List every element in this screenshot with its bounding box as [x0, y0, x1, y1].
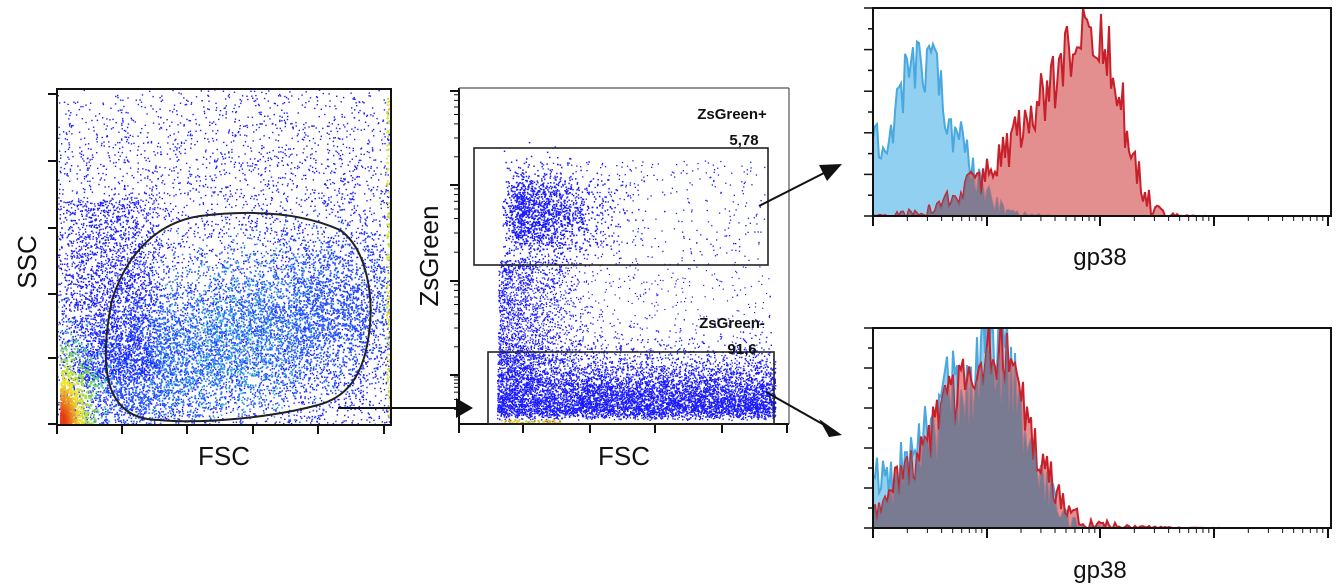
histogram-top-ticks [864, 7, 1329, 226]
gate-arrow-neg [765, 391, 842, 437]
density-plot-1: FSC SSC [12, 88, 392, 471]
histogram-bottom-x-label: gp38 [1073, 557, 1126, 584]
gate-arrow-pos [758, 164, 842, 207]
histogram-bottom-ticks [864, 327, 1329, 538]
gate-pos-name: ZsGreen+ [697, 106, 767, 123]
histogram-top-overlap [873, 172, 1331, 216]
gate-zsgreen-pos [473, 147, 769, 266]
gate-neg-value: 91,6 [727, 341, 756, 358]
plot1-x-label: FSC [198, 441, 250, 471]
histogram-top-blue-series [873, 39, 1331, 216]
plot2-events [497, 141, 777, 424]
plot1-y-label: SSC [12, 235, 42, 288]
plot2-y-label: ZsGreen [414, 205, 444, 306]
plot1-gate [104, 211, 372, 423]
histogram-bottom-overlap [873, 333, 1331, 528]
gate-pos-value: 5,78 [729, 132, 758, 149]
gate-zsgreen-neg [487, 351, 775, 425]
plot1-ticks [48, 93, 385, 434]
gate-arrow-1 [338, 398, 473, 418]
histogram-top: gp38 [864, 7, 1332, 271]
plot2-ticks [450, 90, 788, 433]
histogram-top-x-label: gp38 [1073, 244, 1126, 271]
plot1-events [57, 89, 391, 425]
gate-neg-name: ZsGreen- [699, 315, 765, 332]
histogram-bottom: gp38 [864, 327, 1332, 584]
plot1-frame [56, 88, 392, 426]
plot2-x-label: FSC [598, 441, 650, 471]
density-plot-2: ZsGreen+ 5,78 ZsGreen- 91,6 FSC ZsGreen [414, 87, 790, 471]
